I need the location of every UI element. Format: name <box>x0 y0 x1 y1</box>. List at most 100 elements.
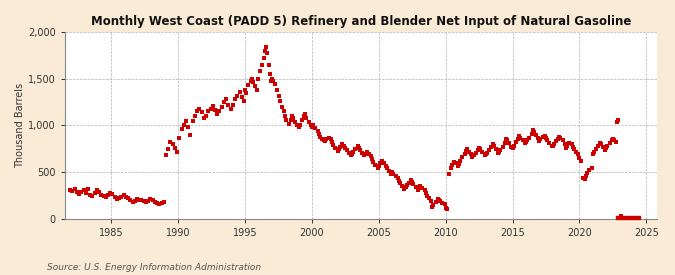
Point <box>568 145 578 149</box>
Point <box>481 152 491 157</box>
Point <box>261 45 271 49</box>
Point <box>183 125 194 130</box>
Point <box>574 156 585 160</box>
Point <box>568 147 579 151</box>
Point <box>577 176 588 180</box>
Point <box>454 162 464 166</box>
Point <box>406 177 416 182</box>
Point <box>427 205 437 209</box>
Point <box>263 62 274 67</box>
Point <box>232 93 243 98</box>
Point <box>510 140 521 144</box>
Point <box>348 149 358 154</box>
Point <box>196 110 207 115</box>
Point <box>327 140 338 144</box>
Point <box>460 148 471 153</box>
Point <box>448 160 459 164</box>
Point <box>366 154 377 158</box>
Point <box>466 152 477 157</box>
Point <box>216 104 227 109</box>
Point <box>486 145 497 149</box>
Point <box>421 191 431 195</box>
Point <box>433 198 444 202</box>
Point <box>595 142 606 146</box>
Point <box>301 116 312 120</box>
Point <box>446 166 457 171</box>
Point <box>612 120 623 124</box>
Point <box>279 109 290 114</box>
Point <box>599 148 610 152</box>
Point <box>395 181 406 186</box>
Point <box>388 172 399 176</box>
Point <box>513 136 524 141</box>
Point <box>294 122 305 127</box>
Point <box>373 163 384 168</box>
Point <box>421 193 432 198</box>
Point <box>313 132 324 136</box>
Point <box>587 151 598 156</box>
Point <box>221 97 232 101</box>
Point <box>479 153 490 158</box>
Point <box>80 191 91 195</box>
Point <box>350 147 361 151</box>
Point <box>467 155 478 160</box>
Point <box>517 138 528 143</box>
Point <box>488 144 499 148</box>
Point <box>267 78 278 83</box>
Point <box>96 192 107 197</box>
Point <box>535 137 546 142</box>
Point <box>300 112 310 116</box>
Point <box>92 188 103 192</box>
Point <box>555 135 566 140</box>
Point <box>238 99 249 103</box>
Point <box>205 106 216 111</box>
Point <box>274 99 285 103</box>
Point <box>437 200 448 205</box>
Point <box>212 112 223 116</box>
Point <box>72 190 82 194</box>
Point <box>373 165 383 170</box>
Point <box>529 130 539 134</box>
Point <box>174 135 185 140</box>
Point <box>190 114 200 118</box>
Point <box>152 200 163 205</box>
Point <box>553 136 564 141</box>
Point <box>580 174 591 178</box>
Point <box>593 144 604 148</box>
Point <box>428 203 439 207</box>
Point <box>67 189 78 194</box>
Point <box>321 137 332 142</box>
Point <box>130 199 140 203</box>
Point <box>616 214 626 218</box>
Point <box>277 104 288 109</box>
Point <box>169 146 180 150</box>
Point <box>360 151 371 156</box>
Bar <box>616 216 640 219</box>
Point <box>575 159 586 163</box>
Point <box>508 144 519 148</box>
Point <box>105 191 115 195</box>
Y-axis label: Thousand Barrels: Thousand Barrels <box>15 83 25 168</box>
Point <box>103 193 113 197</box>
Point <box>443 172 454 176</box>
Point <box>450 161 461 165</box>
Point <box>315 134 325 139</box>
Point <box>341 148 352 152</box>
Point <box>339 144 350 148</box>
Point <box>260 48 271 53</box>
Point <box>582 171 593 175</box>
Point <box>264 72 275 76</box>
Point <box>611 140 622 144</box>
Point <box>120 194 131 199</box>
Point <box>256 62 267 67</box>
Point <box>440 205 451 210</box>
Point <box>544 141 555 145</box>
Point <box>292 123 303 128</box>
Point <box>245 78 256 83</box>
Point <box>320 139 331 144</box>
Point <box>435 199 446 204</box>
Point <box>140 199 151 204</box>
Point <box>85 192 96 197</box>
Point <box>383 169 394 174</box>
Point <box>370 163 381 167</box>
